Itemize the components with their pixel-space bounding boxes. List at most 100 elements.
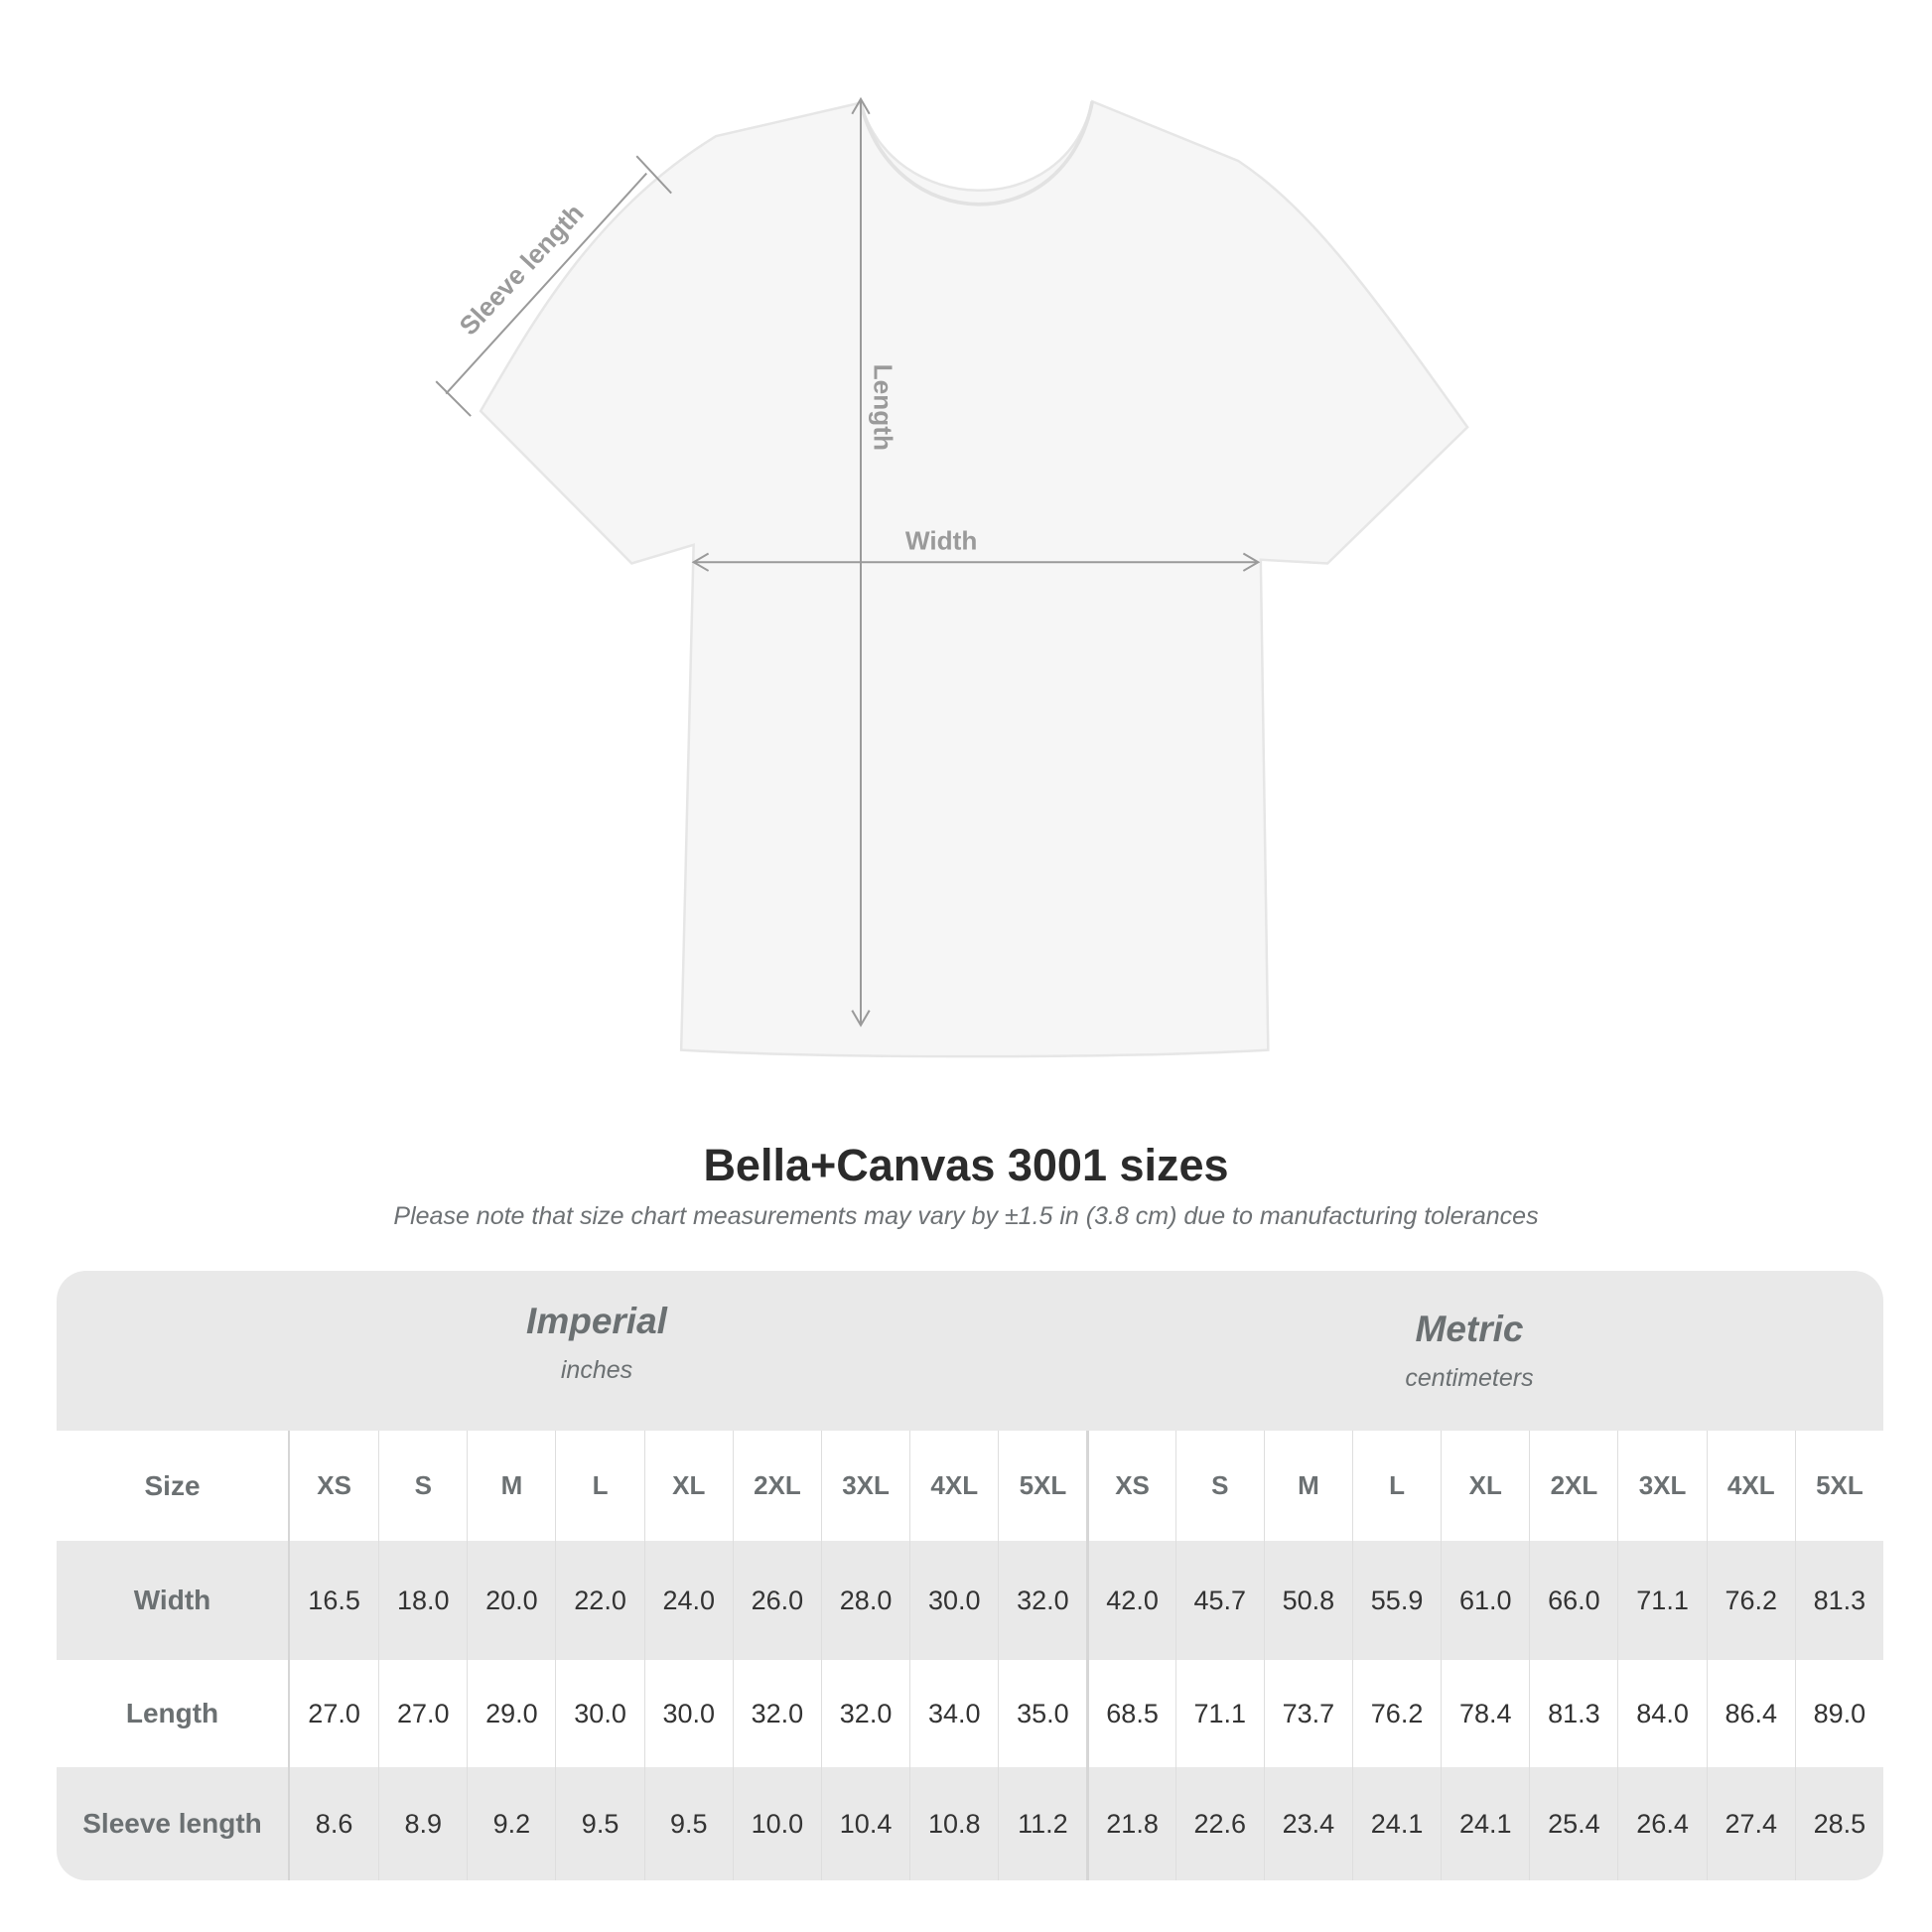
value-cell: 84.0 [1617,1660,1706,1767]
value-cell: 50.8 [1263,1541,1352,1660]
size-header-cell: 5XL [1794,1431,1883,1541]
size-header-cell: 4XL [1706,1431,1795,1541]
value-cell: 30.0 [909,1541,998,1660]
value-cell: 26.0 [732,1541,821,1660]
size-table: Imperial inches Metric centimeters Size X… [57,1271,1883,1880]
value-cell: 10.4 [820,1767,909,1880]
value-cell: 71.1 [1174,1660,1264,1767]
value-cell: 42.0 [1086,1541,1174,1660]
value-cell: 25.4 [1529,1767,1617,1880]
value-cell: 89.0 [1794,1660,1883,1767]
length-label: Length [869,364,898,451]
size-header-cell: 2XL [1529,1431,1617,1541]
value-cell: 32.0 [732,1660,821,1767]
size-header-cell: S [1174,1431,1264,1541]
value-cell: 9.2 [467,1767,555,1880]
tolerance-note: Please note that size chart measurements… [393,1202,1539,1230]
size-header-cell: XL [1441,1431,1529,1541]
page-title: Bella+Canvas 3001 sizes [703,1140,1229,1190]
size-header-cell: S [378,1431,467,1541]
value-cell: 61.0 [1441,1541,1529,1660]
value-cell: 22.0 [555,1541,643,1660]
size-header-cell: 3XL [1617,1431,1706,1541]
size-header-cell: XS [317,1470,351,1500]
size-header-cell: 5XL [998,1431,1086,1541]
value-cell: 9.5 [643,1767,733,1880]
value-cell: 35.0 [998,1660,1086,1767]
row-label: Length [57,1660,290,1767]
width-arrow-head-left [691,552,710,572]
row-label: Size [57,1431,290,1541]
value-cell: 23.4 [1263,1767,1352,1880]
value-cell: 8.9 [378,1767,467,1880]
collar-band [859,100,1095,207]
value-cell: 55.9 [1351,1541,1441,1660]
value-cell: 24.0 [643,1541,733,1660]
value-cell: 86.4 [1706,1660,1795,1767]
value-cell: 45.7 [1174,1541,1264,1660]
value-cell: 24.1 [1351,1767,1441,1880]
imperial-title: Imperial [526,1301,667,1341]
value-cell: 73.7 [1263,1660,1352,1767]
value-cell: 76.2 [1706,1541,1795,1660]
value-cell: 24.1 [1441,1767,1529,1880]
value-cell: 29.0 [467,1660,555,1767]
value-cell: 28.5 [1794,1767,1883,1880]
value-cell: 32.0 [998,1541,1086,1660]
value-cell: 68.5 [1086,1660,1174,1767]
value-cell: 81.3 [1794,1541,1883,1660]
size-header-cell: XL [643,1431,733,1541]
metric-title: Metric [1415,1309,1524,1349]
row-label: Width [57,1541,290,1660]
size-header-cell: 3XL [820,1431,909,1541]
value-cell: 16.5 [308,1585,360,1615]
value-cell: 21.8 [1086,1767,1174,1880]
value-cell: 27.0 [378,1660,467,1767]
size-header-cell: M [467,1431,555,1541]
value-cell: 22.6 [1174,1767,1264,1880]
size-header-cell: XS [1086,1431,1174,1541]
size-header-cell: M [1263,1431,1352,1541]
value-cell: 18.0 [378,1541,467,1660]
value-cell: 30.0 [555,1660,643,1767]
value-cell: 34.0 [909,1660,998,1767]
value-cell: 11.2 [998,1767,1086,1880]
size-header-cell: L [555,1431,643,1541]
sleeve-arrow-cap-top [635,155,672,195]
size-header-row: Size XS S M L XL 2XL 3XL 4XL 5XL XS S M L XL 2XL 3XL 4XL 5… [57,1431,1883,1541]
imperial-unit: inches [560,1356,633,1384]
value-cell: 32.0 [820,1660,909,1767]
width-arrow-head-right [1242,552,1261,572]
width-label: Width [905,526,977,556]
value-cell: 66.0 [1529,1541,1617,1660]
value-cell: 78.4 [1441,1660,1529,1767]
table-row: Width 16.5 18.0 20.0 22.0 24.0 26.0 28.0 30.0 32.… [57,1541,1883,1660]
value-cell: 27.4 [1706,1767,1795,1880]
value-cell: 8.6 [315,1808,353,1839]
metric-header: Metric centimeters [1172,1309,1767,1393]
table-row: Sleeve length 8.6 8.9 9.2 9.5 9.5 10.0 10.4 10.8… [57,1767,1883,1880]
tshirt-shape [479,99,1469,1058]
value-cell: 76.2 [1351,1660,1441,1767]
row-label: Sleeve length [57,1767,290,1880]
metric-unit: centimeters [1405,1364,1534,1392]
length-arrow-head-top [851,96,871,115]
value-cell: 71.1 [1617,1541,1706,1660]
size-header-cell: L [1351,1431,1441,1541]
value-cell: 28.0 [820,1541,909,1660]
size-header-cell: 2XL [732,1431,821,1541]
value-cell: 10.0 [732,1767,821,1880]
imperial-header: Imperial inches [299,1301,895,1385]
sleeve-arrow [445,172,647,395]
value-cell: 81.3 [1529,1660,1617,1767]
table-row: Length 27.0 27.0 29.0 30.0 30.0 32.0 32.0 34.0 35… [57,1660,1883,1767]
value-cell: 30.0 [643,1660,733,1767]
system-header: Imperial inches Metric centimeters [57,1271,1883,1431]
value-cell: 10.8 [909,1767,998,1880]
size-header-cell: 4XL [909,1431,998,1541]
length-arrow-head-bottom [851,1010,871,1028]
tshirt-diagram: Sleeve length Length Width [435,96,1469,1058]
value-cell: 20.0 [467,1541,555,1660]
sleeve-arrow-cap-bottom [435,380,472,417]
value-cell: 9.5 [555,1767,643,1880]
